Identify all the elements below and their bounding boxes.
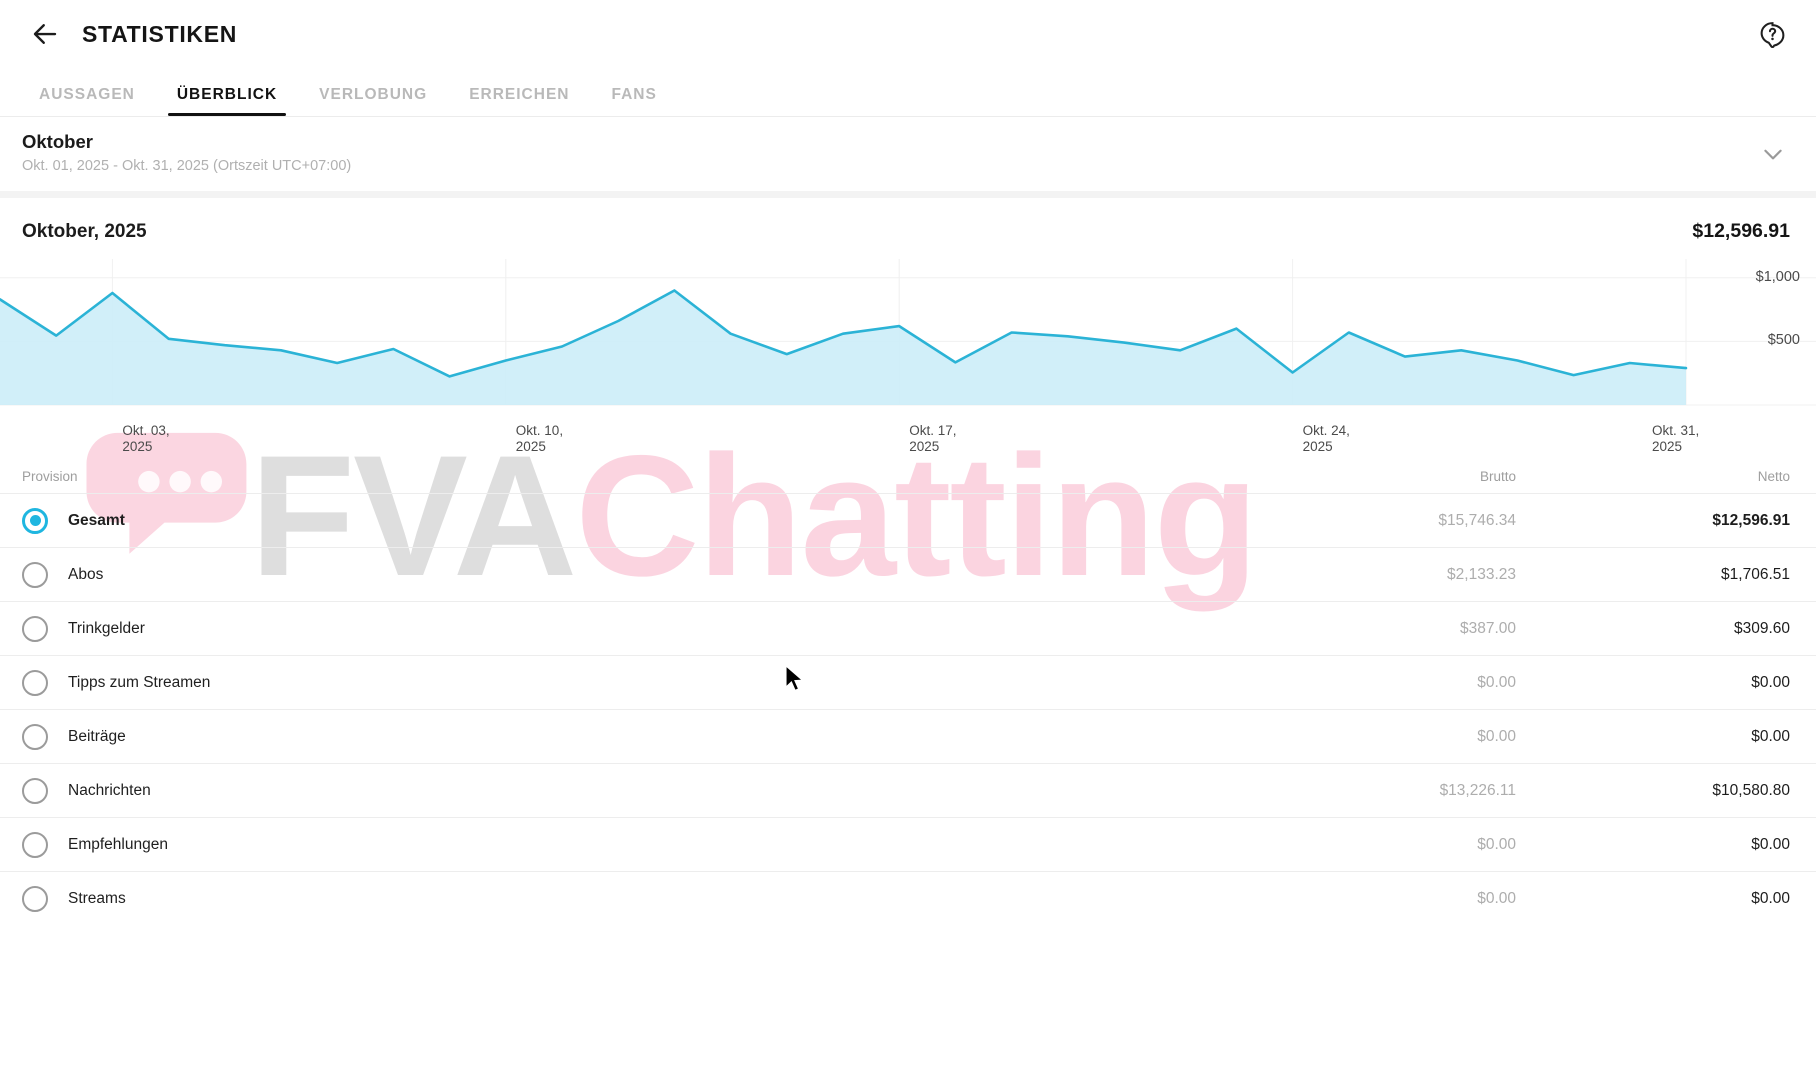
tab-label: FANS [611, 86, 657, 103]
chart-x-tick-0: Okt. 03, 2025 [122, 423, 170, 454]
chart-y-tick-0: $1,000 [1755, 268, 1800, 285]
row-gross-value: $0.00 [1477, 835, 1516, 853]
column-header-brutto: Brutto [1479, 468, 1516, 484]
chart-y-axis: $1,000 $500 [1680, 259, 1800, 419]
tab-label: ÜBERBLICK [176, 86, 278, 103]
radio-unselected-icon[interactable] [22, 885, 48, 912]
row-gross-value: $0.00 [1477, 727, 1516, 745]
row-label: Abos [68, 565, 104, 583]
table-row[interactable]: Gesamt $15,746.34 $12,596.91 [0, 493, 1816, 547]
row-gross-value: $387.00 [1459, 619, 1516, 637]
earnings-month-label: Oktober, 2025 [22, 220, 147, 242]
row-gross-value: $0.00 [1477, 889, 1516, 907]
chart-y-tick-1: $500 [1767, 332, 1800, 349]
row-label: Streams [68, 889, 126, 907]
radio-unselected-icon[interactable] [22, 669, 48, 696]
row-label: Gesamt [68, 511, 125, 529]
earnings-header: Oktober, 2025 $12,596.91 [0, 198, 1816, 259]
chart-x-tick-4: Okt. 31, 2025 [1652, 423, 1700, 454]
tab-label: ERREICHEN [469, 86, 570, 103]
tab-label: VERLOBUNG [319, 86, 428, 103]
row-gross-value: $15,746.34 [1438, 511, 1516, 529]
tab-label: AUSSAGEN [39, 86, 135, 103]
tab-erreichen[interactable]: ERREICHEN [448, 86, 590, 116]
chart-x-tick-3: Okt. 24, 2025 [1302, 423, 1350, 454]
row-net-value: $12,596.91 [1712, 511, 1790, 529]
earnings-total-value: $12,596.91 [1692, 220, 1790, 242]
tab-verlobung[interactable]: VERLOBUNG [298, 86, 448, 116]
table-row[interactable]: Beiträge $0.00 $0.00 [0, 709, 1816, 763]
chart-x-tick-1: Okt. 10, 2025 [515, 423, 564, 454]
table-header-row: Provision Brutto Netto [0, 459, 1816, 493]
table-row[interactable]: Nachrichten $13,226.11 $10,580.80 [0, 763, 1816, 817]
table-row[interactable]: Trinkgelder $387.00 $309.60 [0, 601, 1816, 655]
help-question-icon [1760, 21, 1784, 48]
radio-selected-icon[interactable] [22, 507, 48, 534]
period-title: Oktober [22, 131, 93, 152]
radio-unselected-icon[interactable] [22, 831, 48, 858]
row-net-value: $309.60 [1733, 619, 1790, 637]
period-expand-button[interactable] [1756, 137, 1790, 171]
row-label: Tipps zum Streamen [68, 673, 211, 691]
table-body: Gesamt $15,746.34 $12,596.91 Abos $2,133.23 $… [0, 493, 1816, 925]
chart-x-tick-2: Okt. 17, 2025 [909, 423, 957, 454]
help-button[interactable] [1752, 14, 1792, 54]
chart-x-axis: Okt. 03, 2025 Okt. 10, 2025 Okt. 17, 2025 O… [0, 419, 1816, 463]
radio-dot [29, 515, 41, 526]
row-net-value: $0.00 [1751, 727, 1790, 745]
top-bar: STATISTIKEN [0, 0, 1816, 68]
tab-uberblick[interactable]: ÜBERBLICK [156, 86, 298, 116]
tab-fans[interactable]: FANS [590, 86, 677, 116]
earnings-breakdown-table: Provision Brutto Netto Gesamt $15,746.34 $… [0, 459, 1816, 925]
row-net-value: $0.00 [1751, 889, 1790, 907]
row-gross-value: $2,133.23 [1447, 565, 1516, 583]
tab-bar-divider [0, 116, 1816, 117]
table-row[interactable]: Empfehlungen $0.00 $0.00 [0, 817, 1816, 871]
row-gross-value: $13,226.11 [1439, 781, 1516, 799]
row-label: Nachrichten [68, 781, 151, 799]
radio-unselected-icon[interactable] [22, 723, 48, 750]
section-divider [0, 191, 1816, 198]
chart-canvas [0, 259, 1816, 406]
back-button[interactable] [28, 17, 62, 51]
row-label: Empfehlungen [68, 835, 168, 853]
period-range: Okt. 01, 2025 - Okt. 31, 2025 (Ortszeit … [22, 158, 352, 174]
arrow-left-icon [33, 24, 57, 44]
column-header-provision: Provision [22, 468, 78, 484]
row-net-value: $1,706.51 [1721, 565, 1790, 583]
radio-unselected-icon[interactable] [22, 777, 48, 804]
chevron-down-icon [1764, 149, 1782, 160]
radio-unselected-icon[interactable] [22, 561, 48, 588]
radio-unselected-icon[interactable] [22, 615, 48, 642]
row-net-value: $0.00 [1751, 835, 1790, 853]
earnings-chart: $1,000 $500 Okt. 03, 2025 Okt. 10, 2025 Okt… [0, 259, 1816, 459]
table-row[interactable]: Streams $0.00 $0.00 [0, 871, 1816, 925]
period-selector[interactable]: Oktober Okt. 01, 2025 - Okt. 31, 2025 (O… [0, 117, 1816, 191]
page-title: STATISTIKEN [82, 20, 238, 47]
row-label: Beiträge [68, 727, 126, 745]
column-header-netto: Netto [1757, 468, 1790, 484]
tab-bar: AUSSAGEN ÜBERBLICK VERLOBUNG ERREICHEN F… [0, 68, 1816, 116]
row-label: Trinkgelder [68, 619, 145, 637]
tab-aussagen[interactable]: AUSSAGEN [18, 86, 156, 116]
row-gross-value: $0.00 [1477, 673, 1516, 691]
table-row[interactable]: Abos $2,133.23 $1,706.51 [0, 547, 1816, 601]
row-net-value: $0.00 [1751, 673, 1790, 691]
row-net-value: $10,580.80 [1712, 781, 1790, 799]
table-row[interactable]: Tipps zum Streamen $0.00 $0.00 [0, 655, 1816, 709]
